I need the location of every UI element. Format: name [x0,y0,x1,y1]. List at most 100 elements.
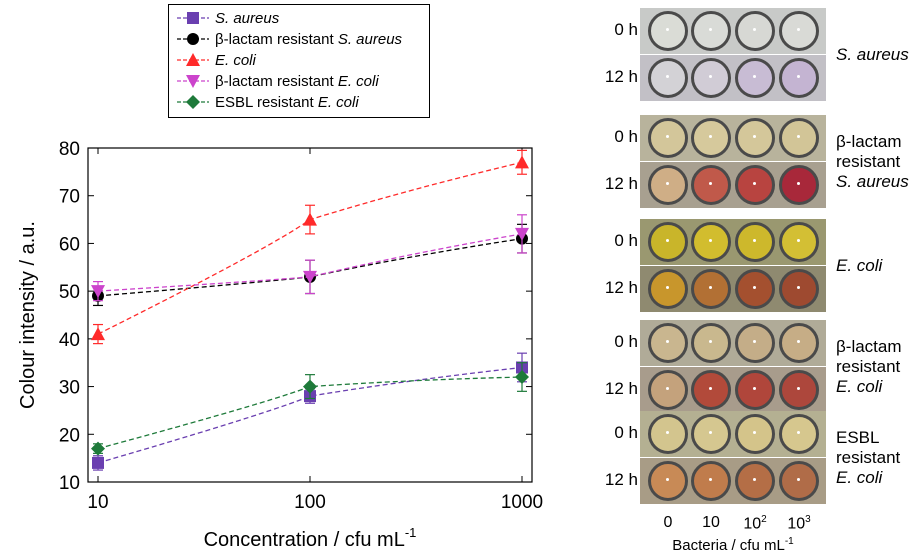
legend-label: E. coli [215,51,256,69]
plate-well [648,461,688,501]
series-line [97,366,523,464]
plate-well [648,414,688,454]
plate-well [691,222,731,262]
data-point [91,285,105,299]
legend-swatch-marker [187,33,199,45]
plate-well [648,323,688,363]
y-tick-label: 40 [59,330,80,351]
plate-strip [640,411,826,457]
data-point [515,370,529,385]
y-tick-label: 30 [59,378,80,399]
time-label: 0 h [614,127,638,146]
time-label: 0 h [614,231,638,250]
data-point [303,270,317,284]
bacteria-category: 102 [743,514,767,533]
plate-well [735,118,775,158]
plate-strip [640,458,826,504]
legend-swatch-marker [186,75,200,88]
plate-well [691,165,731,205]
y-tick-label: 50 [59,282,80,303]
plate-strip [640,219,826,265]
data-point [91,441,105,456]
legend-item: ESBL resistant E. coli [177,92,359,112]
bacteria-label: β-lactam resistant E. coli [836,337,902,396]
legend-swatch [177,95,209,109]
time-label: 0 h [614,20,638,39]
plate-strip [640,266,826,312]
plate-well [735,269,775,309]
plate-strip [640,162,826,208]
bacteria-label: ESBL resistant E. coli [836,428,901,487]
legend-item: β-lactam resistant E. coli [177,71,379,91]
legend-item: E. coli [177,50,256,70]
legend-swatch [177,33,209,45]
time-label: 12 h [604,278,638,297]
plate-well [648,11,688,51]
plate-well [648,269,688,309]
legend-swatch [177,53,209,66]
time-label: 12 h [604,379,638,398]
plate-well [779,269,819,309]
plate-well [648,370,688,410]
plot-frame [87,147,533,483]
data-point [515,155,529,169]
series-2 [91,149,529,345]
legend-label: β-lactam resistant S. aureus [215,30,403,48]
plate-well [691,269,731,309]
legend-swatch [177,12,209,24]
bacteria-axis-title: Bacteria / cfu mL-1 [672,536,794,554]
plate-well [779,414,819,454]
data-point [303,379,317,394]
plate-strip [640,320,826,366]
plate-well [735,11,775,51]
plate-well [648,222,688,262]
legend-swatch-marker [186,95,200,109]
y-tick-label: 20 [59,425,80,446]
legend-label: ESBL resistant E. coli [215,93,359,111]
plate-well [691,461,731,501]
plate-well [779,58,819,98]
plate-well [735,222,775,262]
x-tick-label: 10 [87,492,108,513]
series-0 [92,352,528,471]
y-tick-label: 10 [59,473,80,494]
plate-well [735,370,775,410]
legend-swatch-marker [187,12,199,24]
time-label: 0 h [614,332,638,351]
x-axis-label: Concentration / cfu mL-1 [204,525,417,551]
bacteria-label: E. coli [836,256,883,275]
x-tick-label: 1000 [501,492,543,513]
bacteria-category: 103 [787,514,811,533]
bacteria-label: β-lactam resistant S. aureus [836,132,909,191]
plate-well [648,165,688,205]
plate-well [648,58,688,98]
plate-well [735,323,775,363]
legend-item: S. aureus [177,8,279,28]
chart-legend: S. aureus β-lactam resistant S. aureus E. … [168,4,430,118]
plate-well [779,165,819,205]
legend-label: S. aureus [215,9,280,27]
plate-well [691,414,731,454]
plate-well [691,11,731,51]
plate-well [691,58,731,98]
series-3 [91,214,529,302]
plate-well [735,58,775,98]
data-point [515,227,529,241]
plate-well [735,165,775,205]
time-label: 12 h [604,470,638,489]
time-label: 0 h [614,423,638,442]
plate-strip [640,115,826,161]
plate-well [779,222,819,262]
plate-well [779,323,819,363]
bacteria-label: S. aureus [836,45,909,64]
legend-item: β-lactam resistant S. aureus [177,29,402,49]
x-tick-label: 100 [294,492,326,513]
plate-well [779,370,819,410]
time-label: 12 h [604,67,638,86]
legend-label: β-lactam resistant E. coli [215,72,379,90]
data-point [92,456,104,469]
plate-well [691,118,731,158]
data-point [303,212,317,226]
legend-swatch [177,75,209,88]
